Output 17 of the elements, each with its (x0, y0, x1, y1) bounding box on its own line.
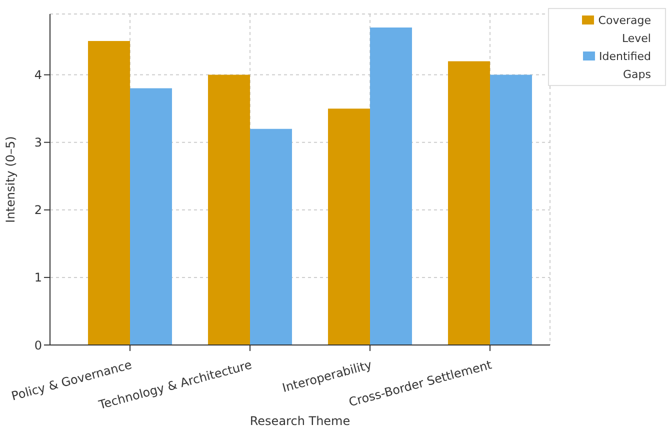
bar (130, 88, 172, 345)
x-axis-title: Research Theme (250, 414, 350, 428)
legend-label: Identified Gaps (598, 50, 651, 81)
legend-label: Coverage Level (598, 14, 651, 45)
y-tick-label: 1 (34, 270, 42, 285)
y-tick-label: 0 (34, 338, 42, 352)
bar (88, 41, 130, 345)
bar (250, 128, 292, 345)
bar (448, 61, 490, 345)
bar (208, 74, 250, 345)
bar (328, 108, 370, 345)
y-tick-label: 3 (34, 136, 42, 150)
bar (490, 74, 532, 345)
y-tick-label: 4 (34, 68, 42, 82)
bar (370, 28, 412, 345)
y-tick-label: 2 (34, 203, 42, 218)
y-axis-title: Intensity (0–5) (3, 136, 18, 223)
